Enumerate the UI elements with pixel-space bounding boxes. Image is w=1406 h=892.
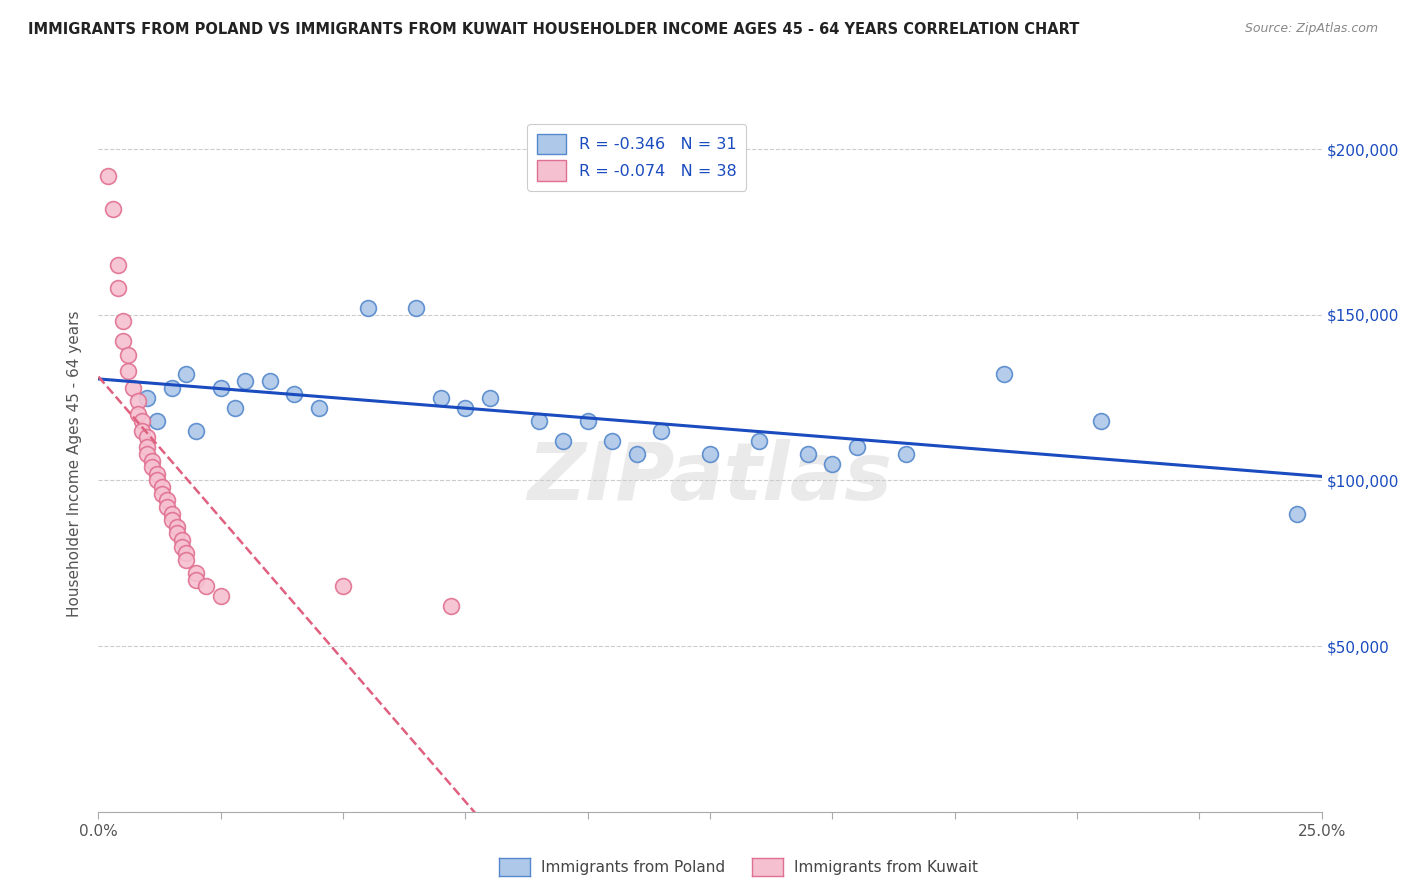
Point	[553, 434, 575, 448]
Point	[356, 301, 378, 315]
Point	[821, 457, 844, 471]
Legend: R = -0.346   N = 31, R = -0.074   N = 38: R = -0.346 N = 31, R = -0.074 N = 38	[527, 124, 745, 191]
Point	[156, 500, 179, 514]
Point	[332, 579, 354, 593]
Point	[121, 381, 143, 395]
Point	[186, 424, 208, 438]
Point	[209, 381, 232, 395]
Point	[176, 368, 198, 382]
Point	[136, 447, 159, 461]
Y-axis label: Householder Income Ages 45 - 64 years: Householder Income Ages 45 - 64 years	[67, 310, 83, 617]
Point	[224, 401, 246, 415]
Text: Source: ZipAtlas.com: Source: ZipAtlas.com	[1244, 22, 1378, 36]
Point	[160, 513, 183, 527]
Point	[600, 434, 623, 448]
Point	[156, 493, 179, 508]
Point	[797, 447, 820, 461]
Point	[127, 393, 149, 408]
Point	[845, 440, 868, 454]
Point	[626, 447, 648, 461]
Point	[527, 414, 550, 428]
Point	[107, 258, 129, 272]
Point	[146, 474, 169, 488]
Point	[993, 368, 1015, 382]
Point	[1090, 414, 1112, 428]
Point	[146, 414, 169, 428]
Point	[111, 334, 134, 349]
Point	[160, 381, 183, 395]
Point	[127, 407, 149, 421]
Point	[259, 374, 281, 388]
Point	[117, 347, 139, 361]
Point	[97, 169, 120, 183]
Point	[150, 480, 173, 494]
Point	[440, 599, 463, 614]
Point	[699, 447, 721, 461]
Point	[233, 374, 256, 388]
Point	[131, 424, 153, 438]
Point	[170, 533, 193, 547]
Point	[186, 573, 208, 587]
Point	[430, 391, 453, 405]
Point	[131, 414, 153, 428]
Text: IMMIGRANTS FROM POLAND VS IMMIGRANTS FROM KUWAIT HOUSEHOLDER INCOME AGES 45 - 64: IMMIGRANTS FROM POLAND VS IMMIGRANTS FRO…	[28, 22, 1080, 37]
Point	[894, 447, 917, 461]
Point	[1286, 507, 1309, 521]
Text: ZIPatlas: ZIPatlas	[527, 439, 893, 516]
Point	[405, 301, 427, 315]
Point	[209, 590, 232, 604]
Point	[101, 202, 124, 216]
Point	[136, 430, 159, 444]
Point	[117, 364, 139, 378]
Text: Immigrants from Kuwait: Immigrants from Kuwait	[794, 860, 979, 874]
Point	[176, 553, 198, 567]
Point	[141, 453, 163, 467]
Point	[146, 467, 169, 481]
Point	[576, 414, 599, 428]
Point	[186, 566, 208, 581]
Point	[283, 387, 305, 401]
Point	[150, 486, 173, 500]
Point	[748, 434, 770, 448]
Point	[160, 507, 183, 521]
Point	[176, 546, 198, 560]
Point	[136, 440, 159, 454]
Point	[107, 281, 129, 295]
Point	[650, 424, 672, 438]
Point	[195, 579, 218, 593]
Point	[166, 526, 188, 541]
Point	[141, 460, 163, 475]
Point	[308, 401, 330, 415]
Point	[166, 520, 188, 534]
Point	[454, 401, 477, 415]
Point	[170, 540, 193, 554]
Point	[136, 391, 159, 405]
Point	[111, 314, 134, 328]
Text: Immigrants from Poland: Immigrants from Poland	[541, 860, 725, 874]
Point	[478, 391, 501, 405]
